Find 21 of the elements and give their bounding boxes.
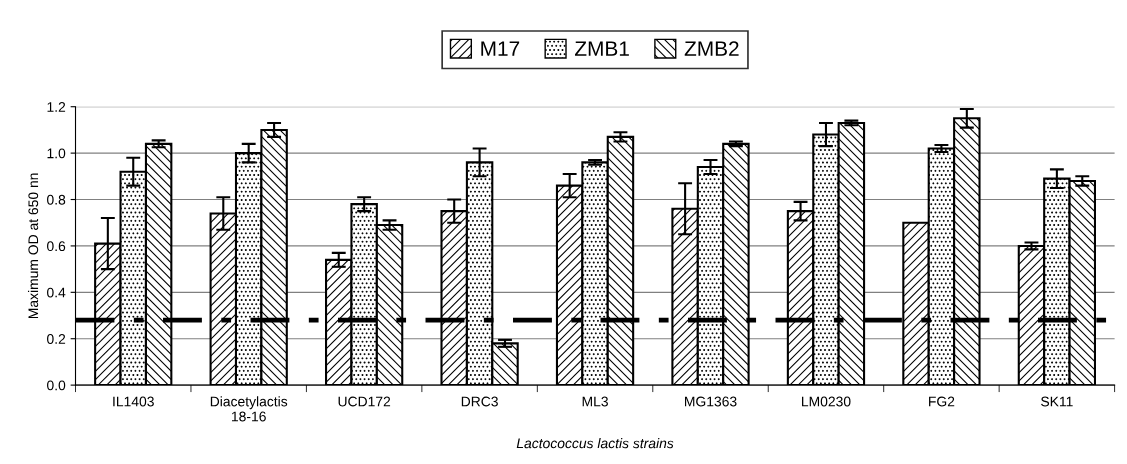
x-axis-title: Lactococcus lactis strains: [516, 438, 674, 449]
y-tick-label: 0.0: [47, 380, 66, 391]
y-tick-label: 0.4: [47, 287, 66, 298]
x-tick-label: MG1363: [685, 396, 737, 407]
x-tick-label: UCD172: [338, 396, 391, 407]
x-tick-label: IL1403: [113, 396, 154, 407]
legend-label: ZMB2: [684, 41, 739, 56]
y-tick-label: 0.8: [47, 194, 66, 205]
x-tick-label: SK11: [1041, 396, 1073, 407]
x-tick-label: DRC3: [461, 396, 498, 407]
y-axis-title: Maximum OD at 650 nn: [27, 173, 39, 319]
x-tick-label: LM0230: [802, 396, 851, 407]
x-tick-label: FG2: [929, 396, 955, 407]
y-tick-label: 1.2: [47, 102, 66, 112]
legend-label: ZMB1: [575, 41, 629, 56]
y-tick-label: 0.6: [47, 241, 66, 252]
y-tick-label: 1.0: [47, 148, 66, 159]
x-tick-label: Diacetylactis 18-16: [210, 396, 288, 422]
legend-label: M17: [481, 41, 520, 56]
x-tick-label: ML3: [582, 396, 608, 407]
y-tick-label: 0.2: [47, 334, 66, 344]
